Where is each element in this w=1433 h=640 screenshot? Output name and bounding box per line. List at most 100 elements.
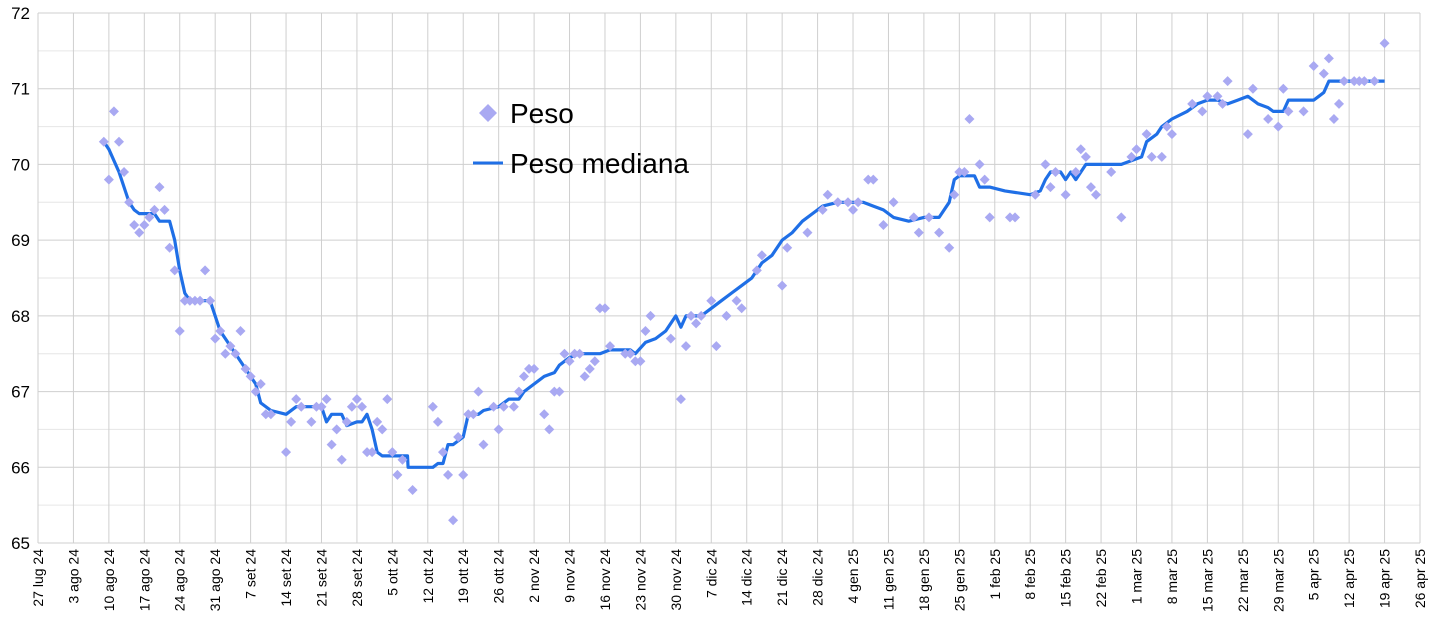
data-point <box>250 386 261 397</box>
data-point <box>949 189 960 200</box>
data-point <box>1247 83 1258 94</box>
x-tick-label: 17 ago 24 <box>136 549 152 611</box>
x-tick-label: 12 ott 24 <box>420 549 436 604</box>
data-point <box>220 348 231 359</box>
data-point <box>1263 114 1274 124</box>
data-point <box>240 363 251 374</box>
data-point <box>1242 129 1253 140</box>
x-tick-label: 16 nov 24 <box>597 549 613 611</box>
data-point <box>665 333 676 344</box>
data-point <box>1323 53 1334 64</box>
weight-scatter-series <box>98 38 1390 526</box>
x-tick-label: 24 ago 24 <box>172 549 188 611</box>
data-point <box>443 469 454 480</box>
x-tick-label: 26 apr 25 <box>1412 549 1428 608</box>
data-point <box>210 333 221 344</box>
legend-diamond-icon <box>479 104 497 122</box>
x-tick-label: 27 lug 24 <box>30 549 46 607</box>
data-point <box>878 220 889 230</box>
data-point <box>868 174 879 185</box>
data-point <box>1075 144 1086 155</box>
data-point <box>1126 151 1137 162</box>
data-point <box>630 356 641 367</box>
data-point <box>341 416 352 427</box>
data-point <box>1131 144 1142 155</box>
data-point <box>518 371 529 382</box>
data-point <box>453 432 464 442</box>
data-point <box>599 303 610 314</box>
data-point <box>675 394 686 405</box>
data-point <box>1045 182 1056 193</box>
data-point <box>640 326 651 336</box>
data-point <box>407 485 418 495</box>
data-point <box>372 416 383 427</box>
x-tick-label: 14 set 24 <box>278 549 294 607</box>
data-point <box>1080 151 1091 162</box>
data-point <box>564 356 575 367</box>
data-point <box>427 401 438 412</box>
y-tick-label: 70 <box>11 155 30 174</box>
data-point <box>944 242 955 253</box>
data-point <box>1106 167 1117 177</box>
data-point <box>544 424 555 435</box>
data-point <box>387 447 398 458</box>
data-point <box>1156 151 1167 162</box>
data-point <box>367 447 378 458</box>
x-tick-label: 2 nov 24 <box>526 549 542 603</box>
median-line <box>102 79 1385 469</box>
data-point <box>635 356 646 367</box>
data-point <box>934 227 945 238</box>
data-point <box>974 159 985 170</box>
data-point <box>711 341 722 352</box>
x-tick-label: 3 ago 24 <box>65 549 81 604</box>
y-tick-label: 66 <box>11 458 30 477</box>
x-tick-label: 30 nov 24 <box>668 549 684 611</box>
data-point <box>777 280 788 291</box>
data-point <box>1070 167 1081 177</box>
data-point <box>225 341 236 352</box>
data-point <box>296 401 307 412</box>
data-point <box>397 454 408 465</box>
data-point <box>326 439 337 450</box>
data-point <box>281 447 292 458</box>
data-point <box>959 167 970 177</box>
data-point <box>458 469 469 480</box>
x-tick-label: 28 set 24 <box>349 549 365 607</box>
data-point <box>1308 61 1319 71</box>
x-tick-label: 25 gen 25 <box>951 549 967 611</box>
data-point <box>362 447 373 458</box>
data-point <box>1187 98 1198 109</box>
data-point <box>513 386 524 397</box>
data-point <box>1217 98 1228 109</box>
data-point <box>98 136 109 147</box>
data-point <box>584 363 595 374</box>
data-point <box>179 295 190 306</box>
data-point <box>351 394 362 405</box>
data-point <box>230 348 241 359</box>
data-point <box>1085 182 1096 193</box>
data-point <box>184 295 195 306</box>
data-point <box>154 182 165 193</box>
x-tick-label: 5 apr 25 <box>1306 549 1322 601</box>
data-point <box>235 326 246 336</box>
data-point <box>1379 38 1390 49</box>
x-tick-label: 11 gen 25 <box>880 549 896 610</box>
data-point <box>265 409 276 420</box>
data-point <box>260 409 271 420</box>
data-point <box>696 310 707 321</box>
data-point <box>802 227 813 238</box>
data-point <box>554 386 565 397</box>
data-point <box>346 401 357 412</box>
data-point <box>108 106 119 117</box>
x-tick-label: 1 mar 25 <box>1129 549 1145 604</box>
x-tick-label: 5 ott 24 <box>384 549 400 596</box>
x-tick-label: 26 ott 24 <box>491 549 507 604</box>
x-tick-label: 14 dic 24 <box>739 549 755 606</box>
data-point <box>321 394 332 405</box>
data-point <box>913 227 924 238</box>
data-point <box>291 394 302 405</box>
data-point <box>113 136 124 147</box>
data-point <box>331 424 342 435</box>
x-tick-label: 29 mar 25 <box>1270 549 1286 612</box>
x-tick-label: 18 gen 25 <box>916 549 932 611</box>
